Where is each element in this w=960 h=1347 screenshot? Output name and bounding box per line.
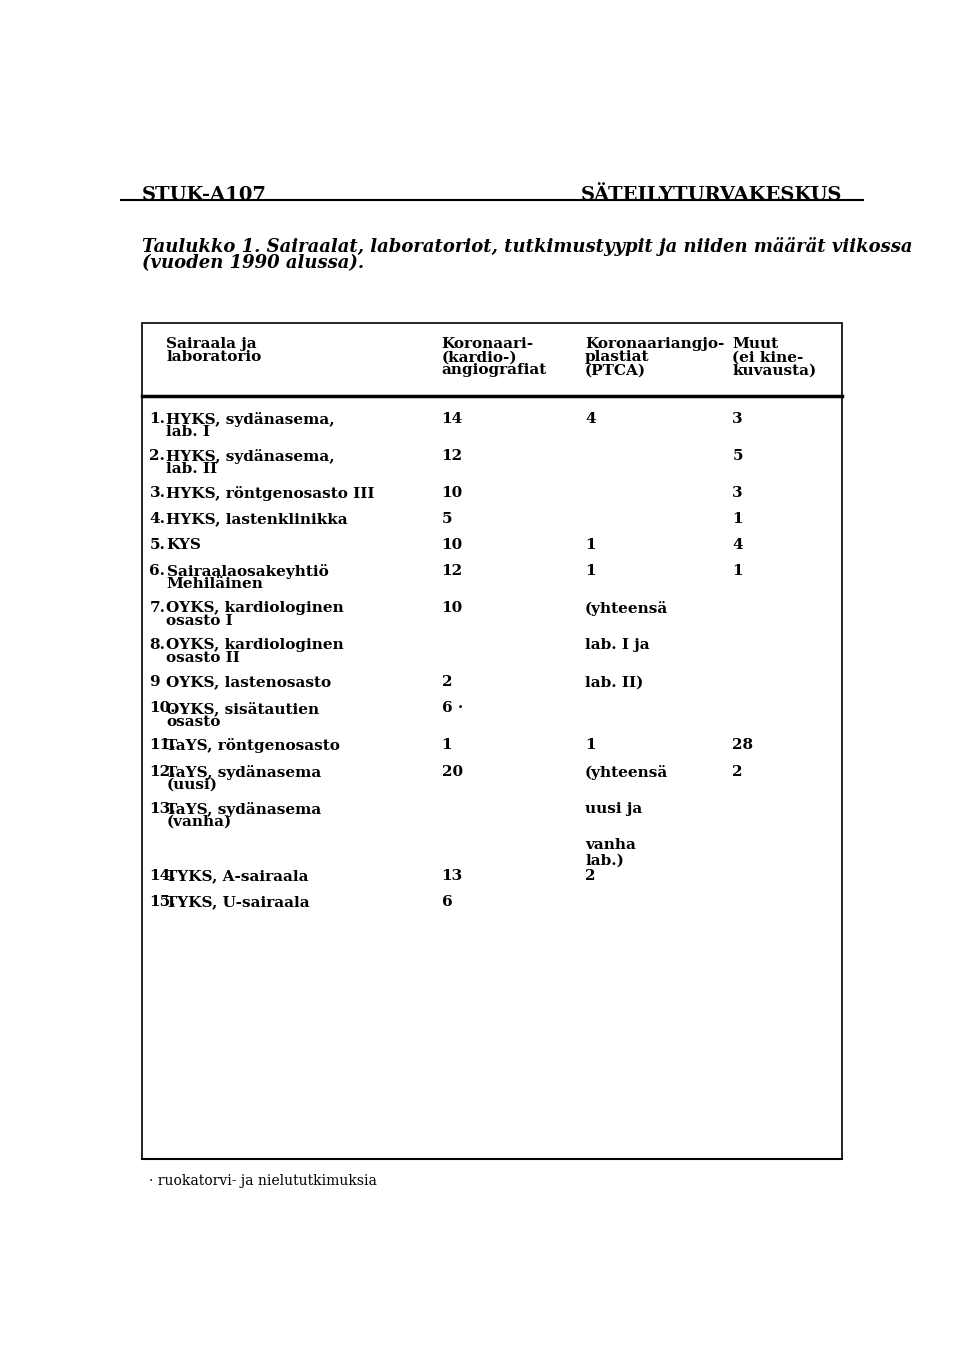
Text: osasto I: osasto I <box>166 614 233 629</box>
Text: 6.: 6. <box>150 564 165 578</box>
Text: 4.: 4. <box>150 512 165 525</box>
Text: 2: 2 <box>442 675 452 690</box>
Text: (yhteensä: (yhteensä <box>585 765 668 780</box>
Text: Koronaari-: Koronaari- <box>442 337 534 352</box>
Text: TYKS, U-sairaala: TYKS, U-sairaala <box>166 896 310 909</box>
Text: 6: 6 <box>442 896 452 909</box>
Bar <box>142 323 842 1158</box>
Text: TaYS, sydänasema: TaYS, sydänasema <box>166 765 322 780</box>
Text: 1.: 1. <box>150 412 165 426</box>
Text: 2: 2 <box>732 765 743 779</box>
Text: 1: 1 <box>585 738 595 753</box>
Text: TaYS, röntgenosasto: TaYS, röntgenosasto <box>166 738 341 753</box>
Text: HYKS, röntgenosasto III: HYKS, röntgenosasto III <box>166 486 375 501</box>
Text: 14.: 14. <box>150 869 176 884</box>
Text: Koronaariangjo-: Koronaariangjo- <box>585 337 725 352</box>
Text: kuvausta): kuvausta) <box>732 364 817 377</box>
Text: 8.: 8. <box>150 638 165 652</box>
Text: 5: 5 <box>732 449 743 463</box>
Text: osasto II: osasto II <box>166 652 240 665</box>
Text: 14: 14 <box>442 412 463 426</box>
Text: 5: 5 <box>442 512 452 525</box>
Text: 3: 3 <box>732 412 743 426</box>
Text: TYKS, A-sairaala: TYKS, A-sairaala <box>166 869 309 884</box>
Text: laboratorio: laboratorio <box>166 350 262 364</box>
Text: OYKS, lastenosasto: OYKS, lastenosasto <box>166 675 331 690</box>
Text: lab.): lab.) <box>585 854 624 867</box>
Text: 7.: 7. <box>150 601 165 616</box>
Text: 11.: 11. <box>150 738 176 753</box>
Text: 12: 12 <box>442 449 463 463</box>
Text: 4: 4 <box>732 539 743 552</box>
Text: · ruokatorvi- ja nielututkimuksia: · ruokatorvi- ja nielututkimuksia <box>150 1175 377 1188</box>
Text: 10: 10 <box>442 601 463 616</box>
Text: 28: 28 <box>732 738 754 753</box>
Text: 10: 10 <box>442 486 463 500</box>
Text: osasto: osasto <box>166 714 221 729</box>
Text: HYKS, sydänasema,: HYKS, sydänasema, <box>166 449 335 463</box>
Text: Muut: Muut <box>732 337 779 352</box>
Text: Taulukko 1. Sairaalat, laboratoriot, tutkimustyypit ja niiden määrät viikossa: Taulukko 1. Sairaalat, laboratoriot, tut… <box>142 237 912 256</box>
Text: STUK-A107: STUK-A107 <box>142 186 267 205</box>
Text: (ei kine-: (ei kine- <box>732 350 804 364</box>
Text: SÄTEILYTURVAKESKUS: SÄTEILYTURVAKESKUS <box>581 186 842 205</box>
Text: 10: 10 <box>442 539 463 552</box>
Text: (kardio-): (kardio-) <box>442 350 517 364</box>
Text: 2: 2 <box>585 869 595 884</box>
Text: (PTCA): (PTCA) <box>585 364 646 377</box>
Text: 3: 3 <box>732 486 743 500</box>
Text: lab. I: lab. I <box>166 426 210 439</box>
Text: 20: 20 <box>442 765 463 779</box>
Text: 1: 1 <box>732 564 743 578</box>
Text: OYKS, kardiologinen: OYKS, kardiologinen <box>166 601 345 616</box>
Text: 15.: 15. <box>150 896 176 909</box>
Text: 4: 4 <box>585 412 595 426</box>
Text: 1: 1 <box>585 564 595 578</box>
Text: OYKS, kardiologinen: OYKS, kardiologinen <box>166 638 345 652</box>
Text: 1: 1 <box>732 512 743 525</box>
Text: 2.: 2. <box>150 449 165 463</box>
Text: (uusi): (uusi) <box>166 777 218 792</box>
Text: Mehiläinen: Mehiläinen <box>166 578 263 591</box>
Text: (yhteensä: (yhteensä <box>585 601 668 617</box>
Text: angiografiat: angiografiat <box>442 364 547 377</box>
Text: 6 ·: 6 · <box>442 702 463 715</box>
Text: TaYS, sydänasema: TaYS, sydänasema <box>166 801 322 816</box>
Text: KYS: KYS <box>166 539 202 552</box>
Text: HYKS, lastenklinikka: HYKS, lastenklinikka <box>166 512 348 525</box>
Text: 12: 12 <box>442 564 463 578</box>
Text: Sairaalaosakeyhtiö: Sairaalaosakeyhtiö <box>166 564 328 579</box>
Text: vanha: vanha <box>585 838 636 853</box>
Text: 10.: 10. <box>150 702 176 715</box>
Text: plastiat: plastiat <box>585 350 650 364</box>
Text: 9: 9 <box>150 675 160 690</box>
Text: 1: 1 <box>442 738 452 753</box>
Text: 12.: 12. <box>150 765 176 779</box>
Text: lab. I ja: lab. I ja <box>585 638 650 652</box>
Text: (vanha): (vanha) <box>166 815 231 828</box>
Text: HYKS, sydänasema,: HYKS, sydänasema, <box>166 412 335 427</box>
Text: lab. II): lab. II) <box>585 675 643 690</box>
Text: lab. II: lab. II <box>166 462 218 475</box>
Text: OYKS, sisätautien: OYKS, sisätautien <box>166 702 320 717</box>
Text: 1: 1 <box>585 539 595 552</box>
Text: 3.: 3. <box>150 486 165 500</box>
Text: Sairaala ja: Sairaala ja <box>166 337 257 352</box>
Text: uusi ja: uusi ja <box>585 801 642 815</box>
Text: 5.: 5. <box>150 539 165 552</box>
Text: 13: 13 <box>442 869 463 884</box>
Text: (vuoden 1990 alussa).: (vuoden 1990 alussa). <box>142 255 364 272</box>
Text: 13.: 13. <box>150 801 176 815</box>
